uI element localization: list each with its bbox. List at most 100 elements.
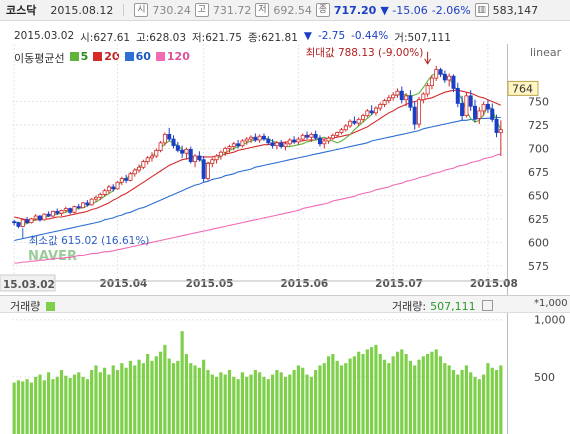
candle-body [399, 90, 404, 101]
candle-body [205, 163, 210, 179]
volume-tick-label: 1,000 [534, 314, 566, 327]
candle-body [244, 138, 249, 142]
candle-body [141, 161, 146, 168]
candle-body [137, 166, 142, 171]
volume-bar [279, 372, 283, 434]
candle-body [132, 169, 137, 175]
candle-body [296, 138, 301, 143]
candle-body [464, 95, 469, 117]
candle-body [425, 85, 430, 95]
max-arrow-head [424, 58, 432, 65]
candle-body [270, 142, 275, 147]
volume-bar [55, 376, 59, 434]
candle-body [434, 69, 439, 79]
volume-bar [413, 365, 417, 434]
volume-bar [77, 372, 81, 434]
volume-bar [430, 351, 434, 434]
candle-body [184, 149, 189, 154]
volume-bar [387, 363, 391, 434]
volume-bar [352, 356, 357, 434]
volume-bar [72, 374, 77, 434]
volume-bar [266, 379, 270, 434]
volume-bar [128, 360, 133, 434]
candle-body [81, 202, 86, 209]
volume-bar [236, 379, 240, 434]
volume-bar [219, 372, 223, 434]
volume-bar [477, 379, 481, 434]
ma-line-5 [14, 71, 502, 226]
candle-body [494, 118, 499, 133]
candle-body [460, 103, 465, 117]
volume-bar [400, 349, 404, 434]
volume-bar [344, 363, 348, 434]
x-tick-label: 2015.04 [100, 278, 148, 290]
candle-body [365, 110, 370, 117]
candle-body [326, 137, 331, 142]
volume-bar [59, 370, 64, 434]
legend-label: 20 [104, 50, 120, 63]
candle-body [395, 90, 400, 96]
legend-item-ma20[interactable]: 20 [93, 50, 120, 66]
candle-body [16, 222, 21, 227]
candle-body [149, 155, 154, 159]
volume-bar [314, 370, 318, 434]
volume-bar [296, 365, 301, 434]
volume-bar [210, 374, 214, 434]
candle-body [25, 219, 30, 224]
volume-bar [408, 360, 412, 434]
volume-bar [146, 354, 150, 434]
volume-bar [189, 363, 193, 434]
volume-bar [85, 379, 89, 434]
candle-body [287, 139, 292, 145]
candle-body [93, 196, 98, 200]
candle-body [29, 218, 34, 224]
open-badge: 시 [134, 3, 149, 17]
volume-bar [184, 354, 189, 434]
candle-body [279, 142, 284, 147]
volume-bar [90, 370, 94, 434]
volume-bar [361, 354, 365, 434]
volume-bar [395, 351, 400, 434]
watermark-text: NAVER [28, 249, 77, 264]
volume-checkbox[interactable] [481, 300, 493, 311]
volume-bar [137, 359, 141, 434]
legend-item-ma5[interactable]: 5 [69, 50, 88, 66]
volume-bar [38, 374, 42, 434]
candle-body [283, 143, 288, 147]
current-price-box [507, 80, 539, 96]
candle-body [404, 95, 409, 101]
y-tick-label: 700 [528, 142, 549, 155]
legend-item-ma60[interactable]: 60 [124, 50, 151, 66]
legend-item-ma120[interactable]: 120 [155, 50, 190, 66]
info-close: 종:621.81 [247, 32, 298, 44]
volume-bar [171, 363, 176, 434]
volume-bar [335, 360, 339, 434]
candle-body [429, 77, 434, 86]
volume-bar [469, 372, 473, 434]
candle-body [240, 140, 245, 147]
candle-body [373, 107, 378, 114]
moving-average-legend: 이동평균선 5 20 60 120 [14, 50, 190, 66]
volume-title: 거래량 [10, 300, 41, 313]
volume-bar [370, 347, 374, 434]
volume-bar [417, 359, 421, 434]
candle-body [249, 136, 254, 140]
volume-bar [378, 354, 382, 434]
volume-bar [443, 363, 447, 434]
y-tick-label: 625 [528, 213, 549, 226]
candle-body [391, 94, 396, 99]
volume-bar [494, 370, 499, 434]
candle-body [442, 73, 447, 81]
volume-bar [120, 363, 124, 434]
min-annotation: 최소값 615.02 (16.61%) [29, 235, 150, 247]
scale-mode-label[interactable]: linear [530, 46, 562, 59]
volume-bar [115, 370, 120, 434]
volume-bar [42, 380, 46, 434]
info-close-arrow: ▼ [303, 30, 312, 42]
volume-bar [434, 349, 438, 434]
volume-bar [451, 370, 456, 434]
volume-bar [447, 365, 451, 434]
volume-swatch [46, 302, 56, 311]
candle-body [111, 186, 116, 190]
